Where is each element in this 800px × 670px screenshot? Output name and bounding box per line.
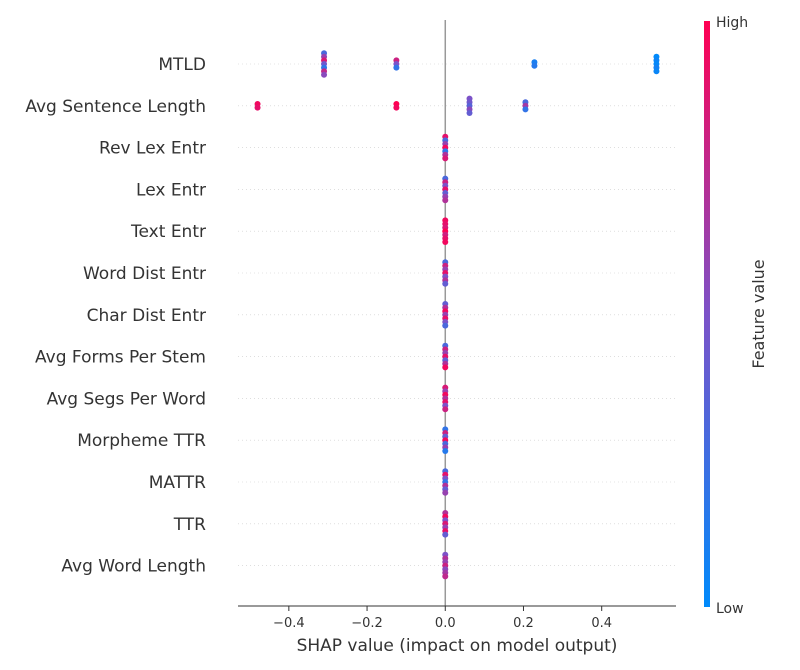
feature-label: MATTR	[149, 473, 206, 493]
shap-point	[321, 71, 328, 78]
shap-point	[531, 62, 538, 69]
feature-label: Avg Word Length	[61, 557, 206, 577]
feature-label: Avg Sentence Length	[25, 97, 206, 117]
feature-label: Char Dist Entr	[87, 306, 206, 326]
colorbar-low-label: Low	[716, 601, 744, 617]
shap-point	[393, 104, 400, 111]
feature-label: Lex Entr	[136, 180, 206, 200]
x-axis-label: SHAP value (impact on model output)	[297, 636, 618, 656]
x-tick-label: 0.4	[591, 616, 612, 631]
feature-label: Avg Segs Per Word	[47, 389, 206, 409]
colorbar: High Low Feature value	[704, 15, 768, 617]
shap-point	[522, 106, 529, 113]
shap-point	[393, 64, 400, 71]
feature-label: TTR	[173, 515, 206, 535]
data-points	[254, 50, 660, 580]
shap-point	[442, 448, 449, 454]
shap-point	[442, 155, 449, 162]
shap-point	[442, 406, 449, 413]
feature-label: Text Entr	[130, 222, 206, 242]
shap-point	[653, 68, 660, 75]
shap-point	[442, 280, 449, 287]
colorbar-gradient	[704, 21, 710, 607]
shap-point	[442, 322, 449, 329]
shap-point	[442, 531, 449, 538]
feature-label: MTLD	[158, 55, 206, 75]
feature-label: Morpheme TTR	[77, 431, 206, 451]
shap-point	[466, 110, 473, 116]
x-tick-label: 0.0	[435, 616, 456, 631]
colorbar-title: Feature value	[749, 259, 768, 368]
shap-point	[442, 364, 449, 371]
shap-point	[442, 197, 449, 204]
shap-point	[442, 239, 449, 245]
feature-label: Word Dist Entr	[83, 264, 206, 284]
x-tick-label: −0.4	[273, 616, 305, 631]
shap-point	[254, 104, 261, 111]
x-axis: −0.4 −0.2 0.0 0.2 0.4	[238, 605, 676, 631]
feature-label: Avg Forms Per Stem	[35, 348, 206, 368]
x-tick-label: −0.2	[351, 616, 383, 631]
feature-label: Rev Lex Entr	[99, 139, 206, 159]
shap-point	[442, 489, 449, 496]
shap-point	[442, 573, 449, 580]
feature-rows: MTLD Avg Sentence Length Rev Lex Entr Lex E…	[25, 55, 676, 577]
colorbar-high-label: High	[716, 15, 748, 31]
x-tick-label: 0.2	[513, 616, 534, 631]
